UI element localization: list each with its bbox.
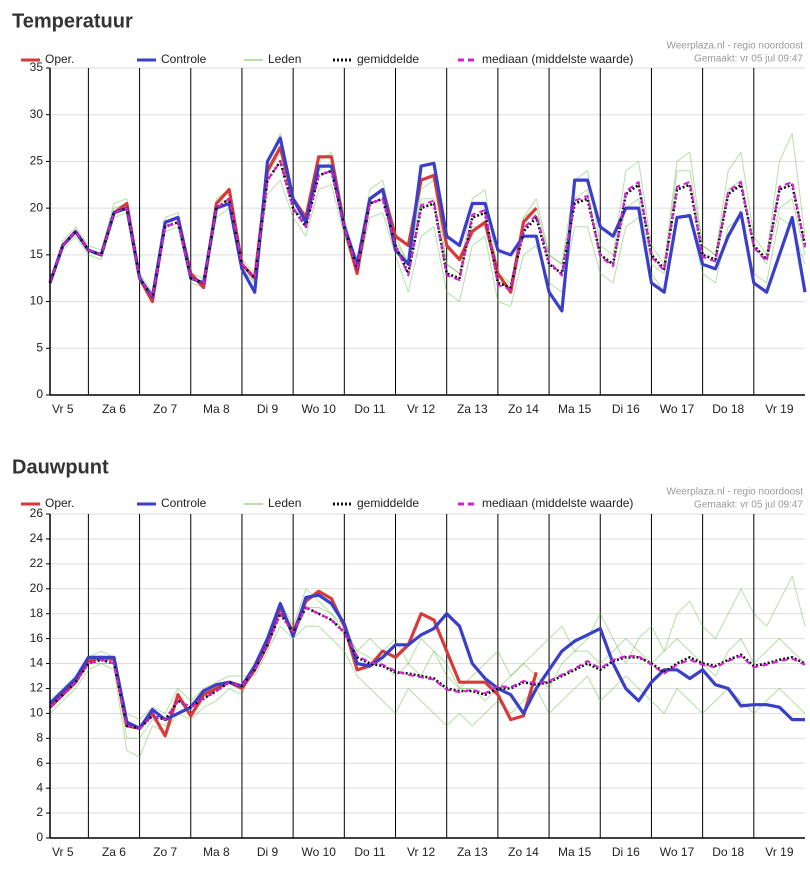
- x-tick-label: Zo 7: [153, 845, 177, 859]
- x-tick-label: Ma 8: [203, 402, 230, 416]
- y-tick-label: 26: [30, 506, 44, 520]
- y-tick-label: 16: [30, 631, 44, 645]
- x-tick-label: Ma 15: [558, 402, 592, 416]
- y-tick-label: 18: [30, 606, 44, 620]
- y-tick-label: 4: [36, 780, 43, 794]
- y-tick-label: 8: [36, 730, 43, 744]
- legend-label: Controle: [161, 52, 207, 66]
- x-tick-label: Ma 15: [558, 845, 592, 859]
- x-tick-label: Do 11: [354, 402, 385, 416]
- x-tick-label: Vr 5: [52, 402, 74, 416]
- member-line: [49, 132, 806, 303]
- member-line: [49, 625, 806, 727]
- legend-label: gemiddelde: [357, 52, 419, 66]
- legend-label: Leden: [268, 52, 301, 66]
- chart-title: Dauwpunt: [12, 456, 109, 478]
- y-tick-label: 12: [30, 681, 44, 695]
- y-tick-label: 22: [30, 556, 44, 570]
- x-tick-label: Vr 5: [52, 845, 74, 859]
- x-tick-label: Di 9: [257, 845, 279, 859]
- legend-label: Oper.: [45, 496, 74, 510]
- y-tick-label: 35: [30, 60, 44, 74]
- y-tick-label: 0: [36, 830, 43, 844]
- y-tick-label: 30: [30, 107, 44, 121]
- y-tick-label: 24: [30, 531, 44, 545]
- x-tick-label: Za 13: [457, 845, 488, 859]
- x-tick-label: Wo 17: [660, 402, 695, 416]
- y-tick-label: 20: [30, 200, 44, 214]
- y-tick-label: 14: [30, 656, 44, 670]
- y-tick-label: 5: [36, 340, 43, 354]
- legend-label: Oper.: [45, 52, 74, 66]
- x-tick-label: Wo 17: [660, 845, 695, 859]
- x-tick-label: Za 6: [102, 845, 126, 859]
- x-tick-label: Zo 7: [153, 402, 177, 416]
- x-tick-label: Wo 10: [301, 845, 336, 859]
- y-tick-label: 2: [36, 805, 43, 819]
- x-tick-label: Vr 19: [765, 845, 794, 859]
- x-tick-label: Do 18: [712, 402, 744, 416]
- x-tick-label: Vr 12: [407, 402, 436, 416]
- x-tick-label: Vr 12: [407, 845, 436, 859]
- x-tick-label: Wo 10: [301, 402, 336, 416]
- legend-label: Controle: [161, 496, 207, 510]
- x-tick-label: Za 6: [102, 402, 126, 416]
- y-tick-label: 6: [36, 755, 43, 769]
- y-tick-label: 10: [30, 706, 44, 720]
- y-tick-label: 20: [30, 581, 44, 595]
- x-tick-label: Di 16: [612, 402, 640, 416]
- x-tick-label: Do 11: [354, 845, 385, 859]
- made-text: Gemaakt: vr 05 jul 09:47: [694, 500, 803, 511]
- legend-label: Leden: [268, 496, 301, 510]
- x-tick-label: Zo 14: [508, 402, 539, 416]
- y-tick-label: 25: [30, 154, 44, 168]
- legend-label: mediaan (middelste waarde): [482, 496, 633, 510]
- x-tick-label: Ma 8: [203, 845, 230, 859]
- x-tick-label: Di 16: [612, 845, 640, 859]
- y-tick-label: 0: [36, 387, 43, 401]
- y-tick-label: 10: [30, 294, 44, 308]
- x-tick-label: Do 18: [712, 845, 744, 859]
- series-line: [48, 160, 807, 299]
- legend-label: mediaan (middelste waarde): [482, 52, 633, 66]
- source-text: Weerplaza.nl - regio noordoost: [666, 487, 803, 498]
- series-line: [49, 606, 806, 730]
- series-line: [49, 606, 806, 730]
- member-line: [49, 575, 806, 758]
- y-tick-label: 15: [30, 247, 44, 261]
- legend-label: gemiddelde: [357, 496, 419, 510]
- x-tick-label: Di 9: [257, 402, 279, 416]
- chart-title: Temperatuur: [12, 10, 133, 32]
- series-line: [49, 160, 806, 298]
- source-text: Weerplaza.nl - regio noordoost: [666, 41, 803, 52]
- x-tick-label: Vr 19: [765, 402, 794, 416]
- series-line: [48, 593, 805, 730]
- series-line: [48, 136, 807, 313]
- x-tick-label: Zo 14: [508, 845, 539, 859]
- made-text: Gemaakt: vr 05 jul 09:47: [694, 54, 803, 65]
- x-tick-label: Za 13: [457, 402, 488, 416]
